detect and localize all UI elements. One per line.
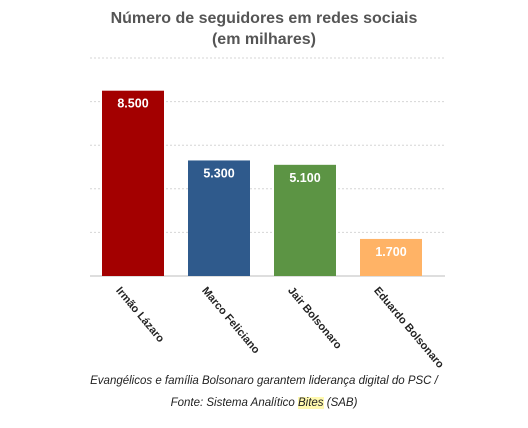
x-tick-label: Irmão Lázaro [113, 285, 166, 345]
bar-value-label: 1.700 [375, 245, 406, 259]
bar-value-label: 5.300 [203, 166, 234, 180]
bar-value-label: 8.500 [117, 97, 148, 111]
caption-line-1: Evangélicos e família Bolsonaro garantem… [90, 375, 438, 387]
caption-source-suffix: (SAB) [323, 397, 358, 409]
caption-source-prefix: Fonte: Sistema Analítico [170, 397, 298, 409]
caption-source-highlight: Bites [297, 397, 324, 409]
x-tick-label: Marco Feliciano [199, 285, 262, 357]
bar [188, 160, 250, 276]
bars: 8.500 5.300 5.100 1.700 [102, 90, 422, 276]
x-axis-labels: Irmão Lázaro Marco Feliciano Jair Bolsonar… [113, 285, 446, 370]
x-tick-label: Jair Bolsonaro [285, 285, 344, 352]
bar-value-label: 5.100 [289, 171, 320, 185]
bar [102, 90, 164, 276]
bar [274, 164, 336, 276]
bar-chart: 8.500 5.300 5.100 1.700 Irmão Lázaro Marco F… [90, 57, 446, 370]
chart-title: Número de seguidores em redes sociais (e… [0, 8, 528, 50]
bar [360, 238, 422, 276]
chart-title-main: Número de seguidores em redes sociais [110, 10, 418, 27]
chart-subtitle: (em milhares) [211, 31, 317, 48]
caption-line-2: Fonte: Sistema Analítico Bites (SAB) [0, 397, 528, 409]
x-tick-label: Eduardo Bolsonaro [371, 285, 446, 370]
